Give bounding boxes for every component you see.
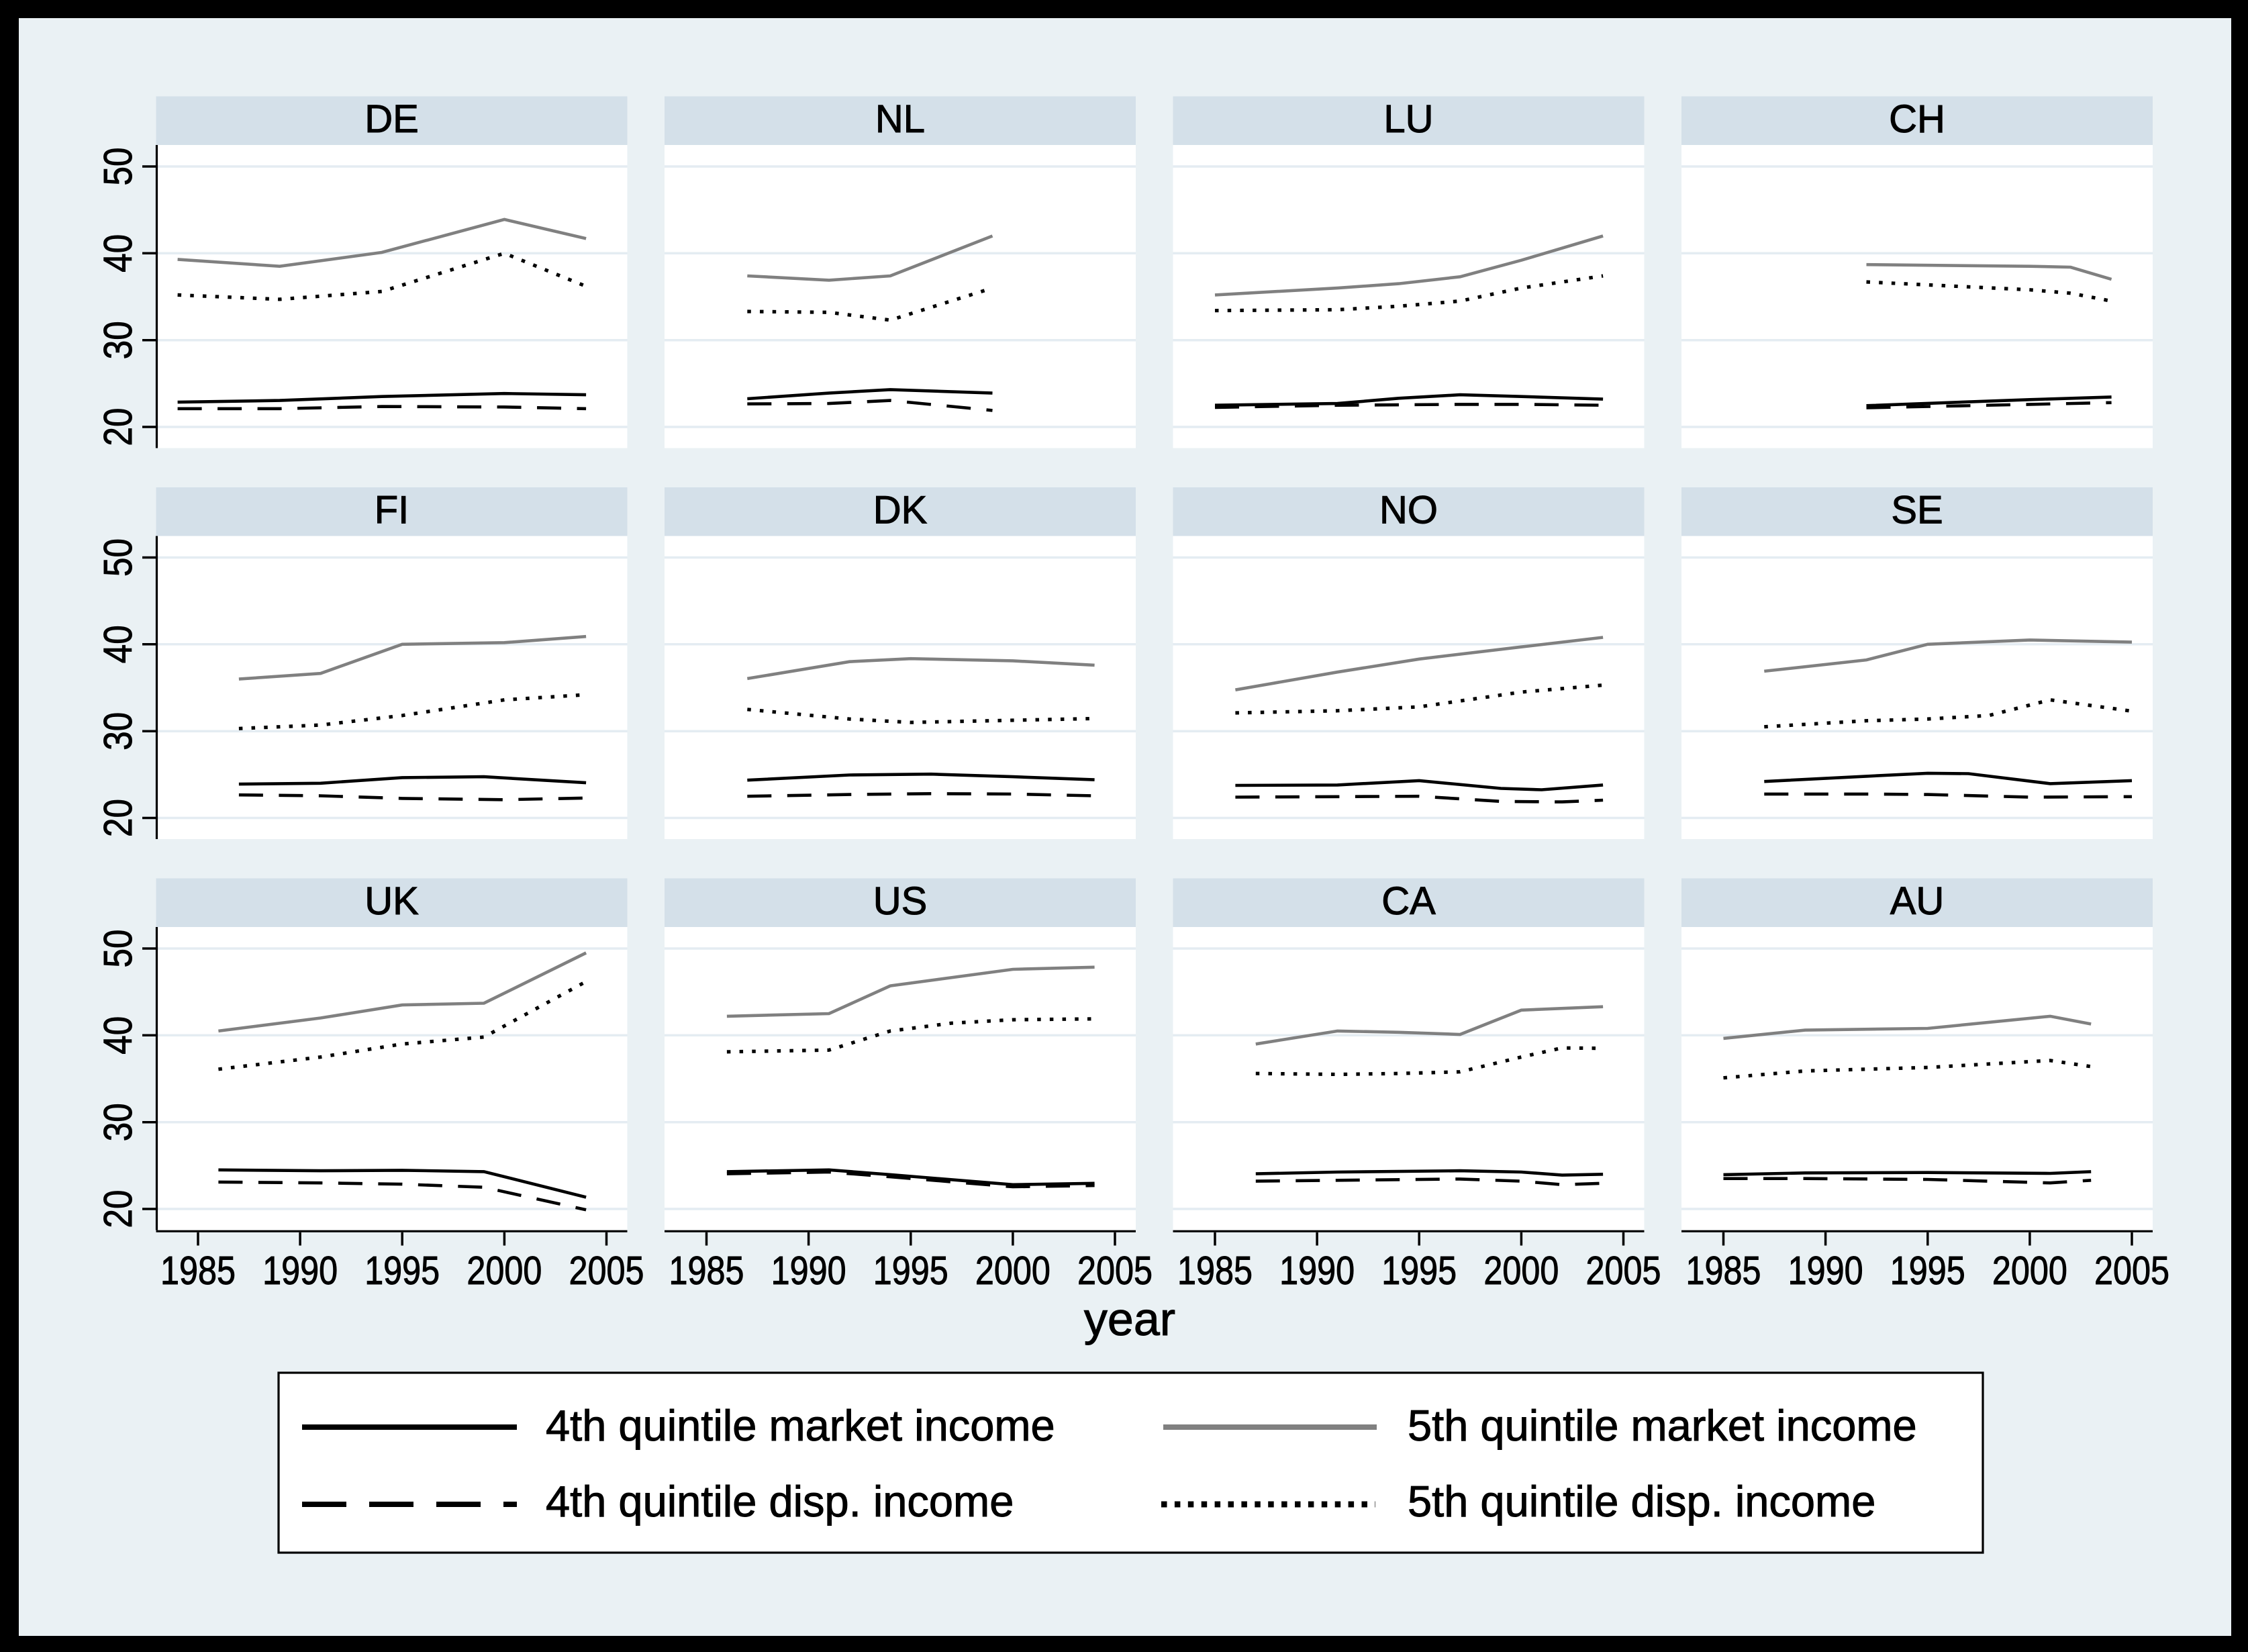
svg-text:1990: 1990 [262, 1249, 338, 1293]
svg-text:2000: 2000 [467, 1249, 542, 1293]
svg-text:2005: 2005 [569, 1249, 644, 1293]
svg-text:40: 40 [96, 1016, 140, 1055]
svg-text:20: 20 [96, 799, 140, 837]
svg-text:UK: UK [364, 879, 419, 923]
svg-text:2000: 2000 [975, 1249, 1050, 1293]
svg-text:20: 20 [96, 408, 140, 446]
svg-text:1995: 1995 [1890, 1249, 1965, 1293]
svg-text:2000: 2000 [1992, 1249, 2067, 1293]
svg-text:AU: AU [1890, 879, 1945, 923]
svg-text:1990: 1990 [771, 1249, 846, 1293]
svg-text:1985: 1985 [1686, 1249, 1761, 1293]
svg-text:1985: 1985 [160, 1249, 236, 1293]
svg-text:1995: 1995 [873, 1249, 948, 1293]
svg-text:1985: 1985 [1177, 1249, 1253, 1293]
svg-text:2005: 2005 [1077, 1249, 1153, 1293]
svg-text:CH: CH [1889, 97, 1945, 141]
svg-text:20: 20 [96, 1190, 140, 1228]
svg-text:2005: 2005 [1586, 1249, 1661, 1293]
svg-text:4th quintile disp. income: 4th quintile disp. income [546, 1477, 1014, 1526]
svg-text:DK: DK [873, 489, 928, 532]
svg-text:5th quintile disp. income: 5th quintile disp. income [1408, 1477, 1875, 1526]
svg-text:1985: 1985 [669, 1249, 744, 1293]
svg-text:50: 50 [96, 148, 140, 186]
svg-text:30: 30 [96, 712, 140, 750]
svg-text:40: 40 [96, 625, 140, 663]
svg-text:30: 30 [96, 321, 140, 359]
svg-text:1995: 1995 [364, 1249, 440, 1293]
svg-text:2005: 2005 [2094, 1249, 2169, 1293]
svg-text:FI: FI [375, 489, 409, 532]
svg-text:1995: 1995 [1381, 1249, 1457, 1293]
svg-text:US: US [873, 879, 928, 923]
svg-text:SE: SE [1891, 489, 1943, 532]
svg-text:year: year [1084, 1293, 1175, 1345]
svg-text:2000: 2000 [1483, 1249, 1559, 1293]
svg-text:30: 30 [96, 1103, 140, 1141]
svg-text:1990: 1990 [1279, 1249, 1355, 1293]
svg-text:40: 40 [96, 234, 140, 273]
svg-text:NL: NL [875, 97, 925, 141]
svg-text:1990: 1990 [1788, 1249, 1863, 1293]
svg-text:NO: NO [1379, 489, 1438, 532]
svg-text:50: 50 [96, 930, 140, 968]
svg-text:5th quintile market income: 5th quintile market income [1408, 1401, 1917, 1450]
svg-text:50: 50 [96, 538, 140, 577]
svg-text:LU: LU [1383, 97, 1433, 141]
svg-text:CA: CA [1381, 879, 1436, 923]
svg-text:DE: DE [364, 97, 419, 141]
svg-text:4th quintile market income: 4th quintile market income [546, 1401, 1055, 1450]
